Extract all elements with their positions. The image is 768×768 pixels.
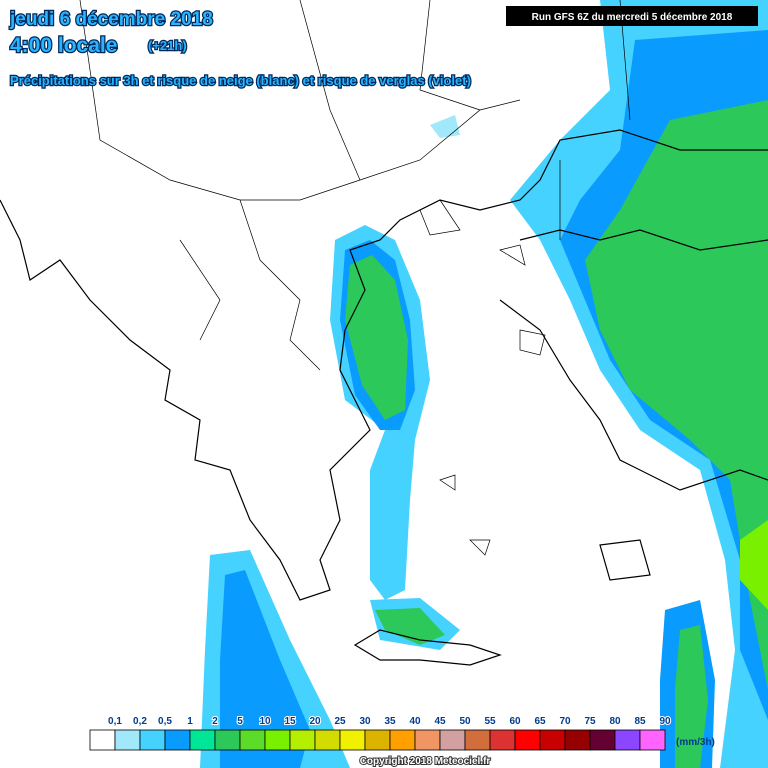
legend-label: 75: [584, 716, 596, 727]
run-box: [506, 6, 758, 26]
legend-label: 1: [187, 716, 193, 727]
unit: (mm/3h): [676, 737, 715, 748]
copyright: Copyright 2018 Meteociel.fr: [360, 756, 491, 767]
legend-swatch: [639, 729, 666, 751]
legend-label: 65: [534, 716, 546, 727]
legend-label: 0,2: [133, 716, 147, 727]
legend-swatch: [214, 729, 241, 751]
legend-swatch: [89, 729, 116, 751]
legend-label: 60: [509, 716, 521, 727]
legend-swatch: [539, 729, 566, 751]
description: Précipitations sur 3h et risque de neige…: [10, 73, 471, 88]
time: 4:00 locale: [10, 34, 117, 57]
legend-swatch: [464, 729, 491, 751]
legend-swatch: [614, 729, 641, 751]
legend-swatch: [139, 729, 166, 751]
run: Run GFS 6Z du mercredi 5 décembre 2018: [532, 12, 733, 23]
legend-label: 90: [659, 716, 671, 727]
legend-label: 70: [559, 716, 571, 727]
legend-label: 80: [609, 716, 621, 727]
legend-swatch: [564, 729, 591, 751]
legend-label: 45: [434, 716, 446, 727]
legend-swatch: [114, 729, 141, 751]
legend-swatch: [314, 729, 341, 751]
legend-swatch: [489, 729, 516, 751]
legend-swatch: [339, 729, 366, 751]
legend-label: 35: [384, 716, 396, 727]
legend-label: 30: [359, 716, 371, 727]
legend-swatch: [514, 729, 541, 751]
legend-label: 5: [237, 716, 243, 727]
offset: (+21h): [148, 38, 187, 53]
legend-label: 20: [309, 716, 321, 727]
date: jeudi 6 décembre 2018: [9, 9, 213, 30]
legend-label: 85: [634, 716, 646, 727]
legend-swatch: [189, 729, 216, 751]
legend-label: 50: [459, 716, 471, 727]
legend-label: 2: [212, 716, 218, 727]
legend-label: 55: [484, 716, 496, 727]
legend-label: 0,1: [108, 716, 122, 727]
legend-label: 0,5: [158, 716, 172, 727]
legend: 0,1 0,2 0,5 1 2 5 10 15 20 25 30 35 40 45 50 55 60 65 70 75…: [89, 715, 672, 751]
legend-swatch: [389, 729, 416, 751]
legend-swatch: [264, 729, 291, 751]
legend-swatch: [439, 729, 466, 751]
legend-swatch: [589, 729, 616, 751]
legend-swatch: [239, 729, 266, 751]
legend-label: 40: [409, 716, 421, 727]
legend-label: 25: [334, 716, 346, 727]
legend-swatch: [289, 729, 316, 751]
map-outline: [0, 0, 768, 666]
legend-label: 10: [259, 716, 271, 727]
legend-swatch: [414, 729, 441, 751]
legend-label: 15: [284, 716, 296, 727]
legend-swatch: [364, 729, 391, 751]
legend-swatch: [164, 729, 191, 751]
precipitation: [200, 0, 768, 768]
